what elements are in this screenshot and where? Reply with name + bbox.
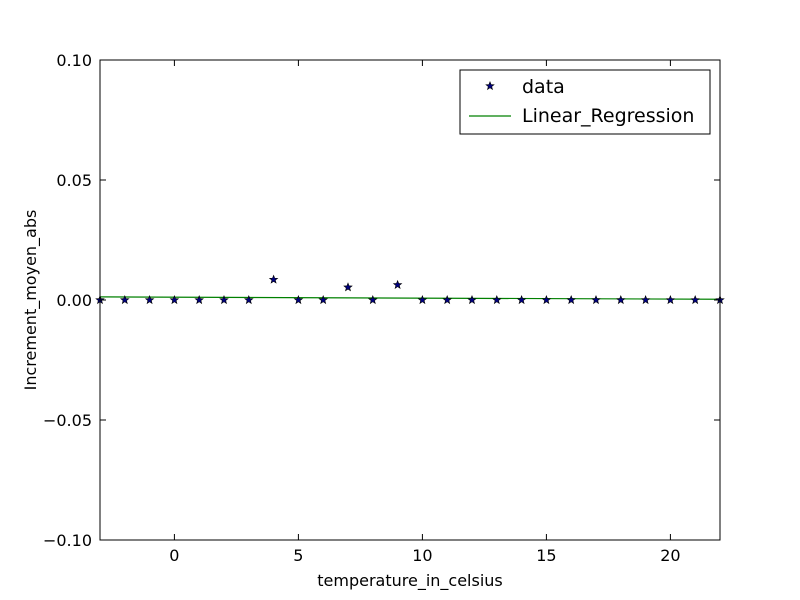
plot-frame [99,59,721,541]
data-point [268,274,279,284]
legend-label-data: data [522,76,565,98]
y-tick-label: 0.05 [56,171,92,190]
data-point [442,294,452,305]
data-point [640,294,651,305]
data-point [492,294,502,305]
ticks-layer: 0 5 10 15 20 −0.10 −0.05 0.00 0.05 0.10 [43,51,720,565]
data-point [690,294,700,305]
y-tick-label: −0.10 [43,531,92,550]
legend: data Linear_Regression [459,69,711,135]
y-axis-label: Increment_moyen_abs [21,210,41,391]
data-point [194,294,204,305]
y-tick-label: 0.10 [56,51,92,70]
x-tick-label: 0 [169,546,179,565]
data-point [541,294,552,305]
legend-label-linear-regression: Linear_Regression [522,105,694,127]
legend-data-marker [485,80,495,91]
data-point [318,294,328,305]
data-point [616,294,626,305]
data-point [219,294,229,305]
data-point [293,294,304,305]
y-tick-label: 0.00 [56,291,92,310]
data-point [591,294,601,305]
data-point [368,294,378,305]
x-tick-label: 15 [536,546,556,565]
data-points-layer [95,274,725,305]
y-tick-label: −0.05 [43,411,92,430]
x-tick-label: 10 [412,546,432,565]
data-point [665,294,676,305]
data-point [244,294,254,305]
data-point [169,294,180,305]
data-point [120,294,130,305]
x-tick-label: 20 [660,546,680,565]
data-point [343,282,353,292]
data-point [467,294,477,305]
x-tick-label: 5 [293,546,303,565]
data-point [566,294,576,305]
data-point [144,294,155,305]
x-axis-label: temperature_in_celsius [317,571,503,591]
plot-area [100,60,720,540]
legend-star-marker [485,80,495,91]
data-point [392,279,403,289]
data-point [516,294,527,305]
legend-box [459,69,711,135]
data-point [417,294,428,305]
